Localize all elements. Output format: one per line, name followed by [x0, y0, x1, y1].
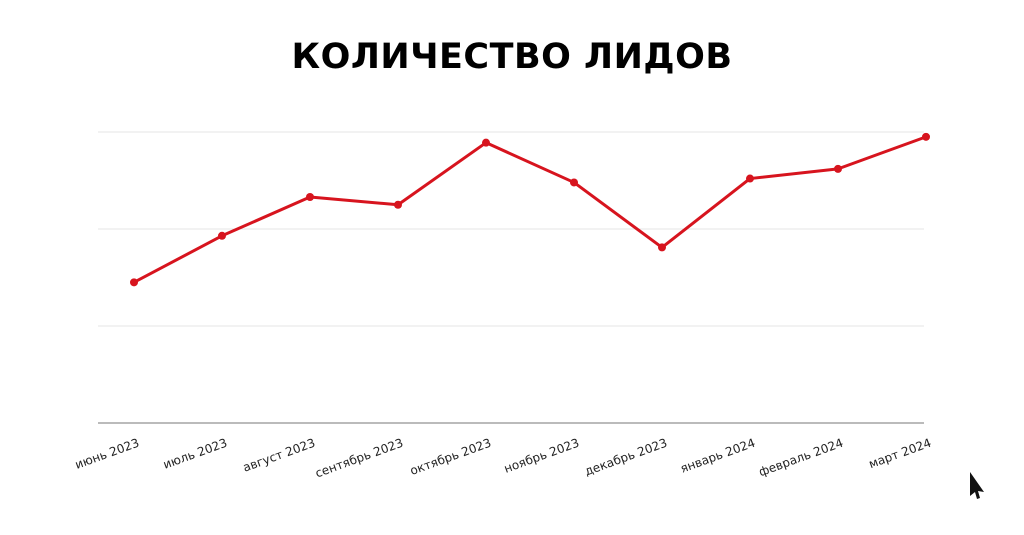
- point: [922, 132, 930, 141]
- point: [746, 174, 754, 183]
- point: [658, 243, 666, 252]
- line: [133, 135, 927, 284]
- point: [130, 278, 138, 287]
- chart-title: КОЛИЧЕСТВО ЛИДОВ: [291, 37, 732, 77]
- point: [482, 138, 490, 147]
- point: [834, 164, 842, 173]
- point: [306, 192, 314, 201]
- point: [394, 200, 402, 209]
- point: [570, 178, 578, 187]
- cursor-icon: [970, 472, 984, 499]
- point: [218, 231, 226, 240]
